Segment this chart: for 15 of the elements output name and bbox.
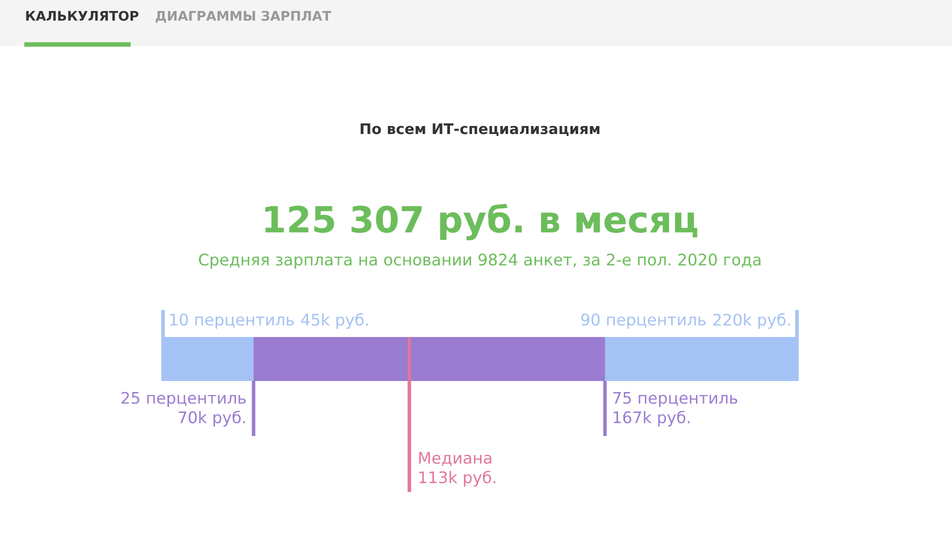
data-label: 220k руб. <box>713 313 790 329</box>
category-label: 90 перцентиль <box>581 314 706 329</box>
category-label: Медиана <box>419 452 492 466</box>
data-label: 167k руб. <box>614 410 690 426</box>
text: По всем ИТ-специализациям <box>360 123 600 136</box>
data-label: 70k руб. <box>178 410 245 426</box>
category-label: 75 перцентиль <box>613 392 738 408</box>
text: ДИАГРАММЫ ЗАРПЛАТ <box>156 10 332 23</box>
data-label: 45k руб. <box>301 313 368 329</box>
category-label: 10 перцентиль <box>170 314 294 329</box>
text: КАЛЬКУЛЯТОР <box>26 10 138 21</box>
text: 125 307 руб. в месяц <box>265 204 698 240</box>
category-label: 25 перцентиль <box>122 392 246 408</box>
data-label: 113k руб. <box>419 470 496 486</box>
text: Средняя зарплата на основании 9824 анкет, за 2-е пол. 2020 года <box>198 254 760 269</box>
